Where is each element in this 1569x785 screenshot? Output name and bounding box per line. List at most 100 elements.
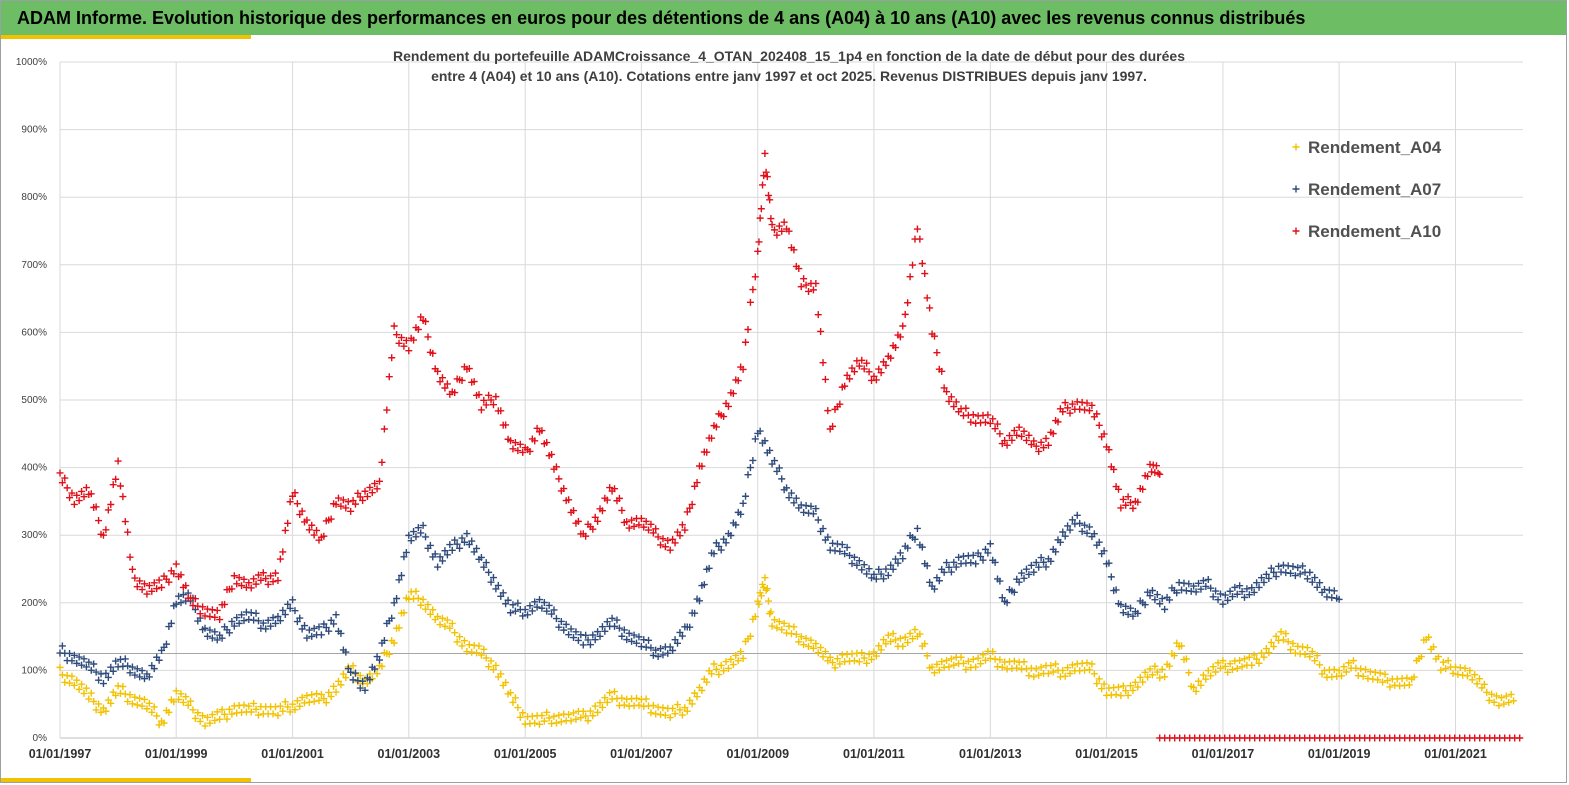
data-point	[543, 607, 551, 615]
data-point	[303, 692, 311, 700]
data-point	[533, 603, 541, 611]
data-point	[1485, 696, 1493, 704]
data-point	[1192, 687, 1200, 695]
data-point	[681, 704, 689, 712]
data-point	[475, 642, 483, 650]
data-point	[460, 538, 468, 546]
data-point	[751, 273, 759, 281]
data-point	[950, 661, 958, 669]
data-point	[863, 659, 871, 667]
data-point	[443, 380, 451, 388]
data-point	[635, 701, 643, 709]
data-point	[611, 688, 619, 696]
data-point	[1035, 447, 1043, 455]
data-point	[56, 469, 64, 477]
data-point	[930, 332, 938, 340]
data-point	[1030, 673, 1038, 681]
data-point	[410, 528, 418, 536]
data-point	[463, 530, 471, 538]
data-point	[516, 440, 524, 448]
data-point	[225, 629, 233, 637]
data-point	[921, 270, 929, 278]
data-point	[986, 419, 994, 427]
data-point	[1083, 659, 1091, 667]
data-point	[526, 602, 534, 610]
data-point	[846, 551, 854, 559]
data-point	[128, 700, 136, 708]
data-point	[594, 708, 602, 716]
data-point	[1308, 648, 1316, 656]
data-point	[732, 521, 740, 529]
data-point	[1318, 670, 1326, 678]
data-point	[400, 609, 408, 617]
data-point	[271, 619, 279, 627]
data-point	[485, 391, 493, 399]
data-point	[509, 698, 517, 706]
data-point	[928, 663, 936, 671]
data-point	[507, 437, 515, 445]
data-point	[70, 500, 78, 508]
data-point	[1483, 688, 1491, 696]
data-point	[426, 541, 434, 549]
data-point	[1311, 574, 1319, 582]
data-point	[814, 311, 822, 319]
data-point	[1025, 570, 1033, 578]
legend-marker-icon	[1292, 227, 1300, 235]
data-point	[254, 617, 262, 625]
data-point	[584, 636, 592, 644]
data-point	[722, 539, 730, 547]
data-point	[511, 694, 519, 702]
data-point	[97, 708, 105, 716]
data-point	[1010, 588, 1018, 596]
data-point	[1154, 469, 1162, 477]
data-point	[1025, 672, 1033, 680]
legend: Rendement_A04 Rendement_A07 Rendement_A10	[1292, 138, 1442, 241]
data-point	[436, 553, 444, 561]
data-point	[460, 637, 468, 645]
data-point	[68, 489, 76, 497]
data-point	[795, 638, 803, 646]
data-point	[1449, 669, 1457, 677]
data-point	[1085, 407, 1093, 415]
data-point	[456, 633, 464, 641]
data-point	[853, 561, 861, 569]
data-point	[545, 601, 553, 609]
data-point	[124, 528, 132, 536]
data-point	[724, 402, 732, 410]
data-point	[73, 676, 81, 684]
data-point	[390, 599, 398, 607]
data-point	[1134, 683, 1142, 691]
data-point	[649, 701, 657, 709]
data-point	[1311, 657, 1319, 665]
data-point	[1100, 680, 1108, 688]
data-point	[1134, 609, 1142, 617]
data-point	[235, 574, 243, 582]
data-point	[1085, 666, 1093, 674]
data-point	[480, 396, 488, 404]
data-point	[1313, 583, 1321, 591]
data-point	[133, 583, 141, 591]
data-point	[1056, 538, 1064, 546]
data-point	[916, 630, 924, 638]
data-point	[669, 535, 677, 543]
data-point	[366, 483, 374, 491]
x-tick-label: 01/01/2009	[726, 747, 789, 761]
data-point	[434, 367, 442, 375]
data-point	[211, 613, 219, 621]
data-point	[809, 286, 817, 294]
data-point	[1059, 666, 1067, 674]
data-point	[487, 396, 495, 404]
accent-bar-bottom	[1, 778, 251, 782]
data-point	[475, 391, 483, 399]
data-point	[870, 372, 878, 380]
data-point	[715, 671, 723, 679]
data-point	[443, 616, 451, 624]
data-point	[131, 574, 139, 582]
data-point	[293, 500, 301, 508]
data-point	[766, 446, 774, 454]
data-point	[807, 502, 815, 510]
data-point	[206, 626, 214, 634]
data-point	[1148, 671, 1156, 679]
data-point	[1248, 661, 1256, 669]
data-point	[601, 627, 609, 635]
